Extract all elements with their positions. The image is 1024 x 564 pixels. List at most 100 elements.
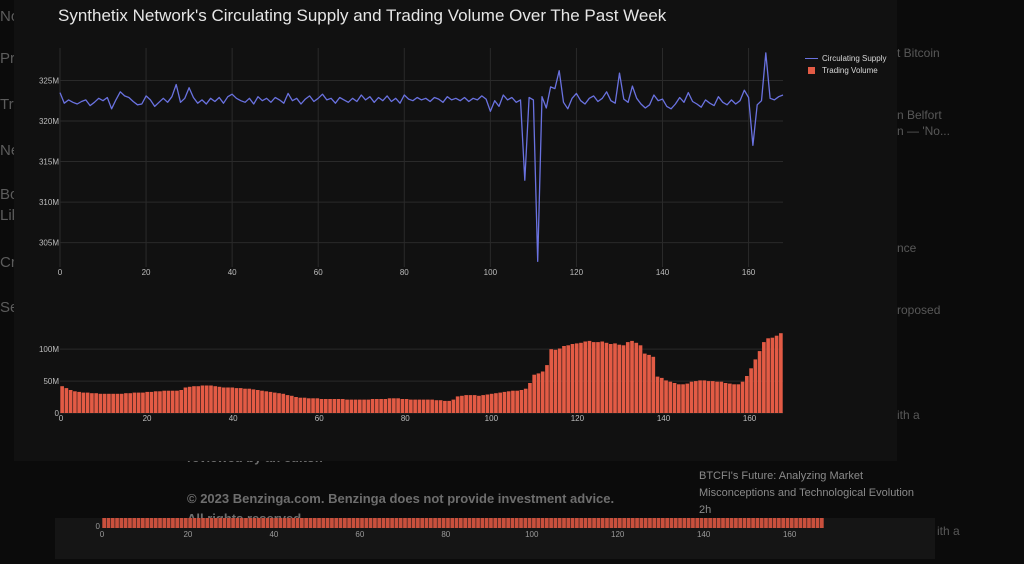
mini-volume-bar [145, 518, 149, 528]
volume-bar [132, 392, 137, 413]
bg-fragment: roposed [897, 303, 941, 317]
mini-volume-bar [493, 518, 498, 528]
mini-volume-bar [626, 518, 631, 528]
mini-volume-bar [209, 518, 214, 528]
side-news-item[interactable]: BTCFI's Future: Analyzing Market Misconc… [699, 468, 939, 519]
mini-chart-svg: 00 20 40 60 80 100 120 140 160 [96, 518, 824, 539]
mini-volume-bar [128, 518, 132, 528]
mini-volume-bar [136, 518, 141, 528]
bg-fragment: Se [0, 299, 19, 316]
mini-volume-bar [196, 518, 201, 528]
volume-bar [387, 398, 392, 413]
mini-volume-bar [450, 518, 455, 528]
mini-volume-bar [764, 518, 768, 528]
volume-bar [366, 399, 371, 413]
volume-bar [438, 400, 443, 413]
x-tick-label: 100 [484, 268, 498, 277]
volume-bar [774, 335, 779, 413]
legend-item-volume[interactable]: Trading Volume [805, 64, 886, 76]
volume-bar [540, 371, 545, 413]
mini-volume-bar [751, 518, 755, 528]
mini-volume-bar [214, 518, 218, 528]
volume-bar [81, 392, 86, 413]
volume-bar [715, 381, 719, 413]
chart-legend[interactable]: Circulating Supply Trading Volume [805, 52, 886, 76]
mini-volume-bar [166, 518, 171, 528]
volume-bar [294, 397, 298, 413]
mini-volume-bar [596, 518, 601, 528]
bg-fragment: t Bitcoin [897, 46, 940, 60]
mini-volume-bar [235, 518, 240, 528]
volume-bar [732, 384, 736, 413]
y-tick-label: 50M [43, 377, 59, 386]
volume-bar [251, 389, 256, 413]
mini-volume-bar [721, 518, 725, 528]
chart-title: Synthetix Network's Circulating Supply a… [58, 6, 667, 25]
volume-bar [596, 342, 600, 413]
x-tick-label: 120 [571, 414, 585, 423]
volume-bar [494, 393, 498, 413]
mini-volume-bar [162, 518, 167, 528]
mini-volume-bar [489, 518, 493, 528]
mini-volume-bar [115, 518, 119, 528]
volume-bar [608, 344, 613, 413]
volume-bar [451, 399, 456, 413]
side-news-headline[interactable]: BTCFI's Future: Analyzing Market Misconc… [699, 470, 915, 499]
y-tick-label: 320M [39, 117, 59, 126]
mini-x-tick-label: 20 [183, 530, 192, 539]
legend-item-supply[interactable]: Circulating Supply [805, 52, 886, 64]
volume-bar [60, 386, 64, 413]
volume-bar [400, 399, 405, 413]
volume-bar [345, 399, 349, 413]
volume-bar [740, 381, 745, 413]
volume-bar [238, 388, 243, 413]
mini-volume-bar [287, 518, 291, 528]
volume-bar [187, 386, 192, 413]
mini-volume-bar [592, 518, 596, 528]
mini-volume-bar [201, 518, 205, 528]
mini-volume-bar [514, 518, 519, 528]
mini-volume-bar [506, 518, 510, 528]
mini-volume-bar [618, 518, 622, 528]
volume-bar [383, 399, 388, 413]
mini-x-tick-label: 160 [783, 530, 797, 539]
volume-bar [681, 384, 685, 413]
volume-bar [77, 391, 81, 413]
volume-bar [545, 365, 549, 413]
mini-volume-bar [759, 518, 764, 528]
mini-volume-bar [523, 518, 528, 528]
mini-volume-bar [132, 518, 137, 528]
mini-volume-bar [652, 518, 657, 528]
mini-volume-bar [325, 518, 330, 528]
volume-bar [102, 393, 107, 413]
volume-bar [485, 394, 490, 413]
volume-bar [336, 399, 341, 413]
volume-bar [702, 380, 707, 413]
supply-series-line [59, 52, 784, 262]
mini-volume-bar [106, 518, 111, 528]
mini-volume-bar [403, 518, 407, 528]
mini-volume-bar [695, 518, 700, 528]
mini-volume-bar [605, 518, 609, 528]
volume-subplot: 0 50M 100M 0 20 40 60 80 100 120 140 160 [39, 333, 783, 423]
volume-bar [455, 396, 460, 413]
volume-bar [519, 390, 524, 413]
volume-bar [141, 392, 145, 413]
volume-bar [375, 399, 379, 413]
mini-volume-bar [188, 518, 192, 528]
volume-bar [698, 380, 702, 413]
mini-volume-bar [239, 518, 244, 528]
mini-volume-bar [299, 518, 304, 528]
legend-label-supply: Circulating Supply [822, 53, 887, 63]
volume-bar [234, 388, 239, 413]
volume-bar [600, 341, 605, 413]
mini-volume-bar [347, 518, 351, 528]
mini-volume-bar [575, 518, 579, 528]
volume-bar [311, 398, 315, 413]
volume-bar [179, 390, 184, 413]
mini-volume-bar [777, 518, 781, 528]
y-tick-label: 315M [39, 158, 59, 167]
mini-volume-bar [364, 518, 369, 528]
mini-volume-bar [630, 518, 635, 528]
volume-bar [349, 399, 354, 413]
